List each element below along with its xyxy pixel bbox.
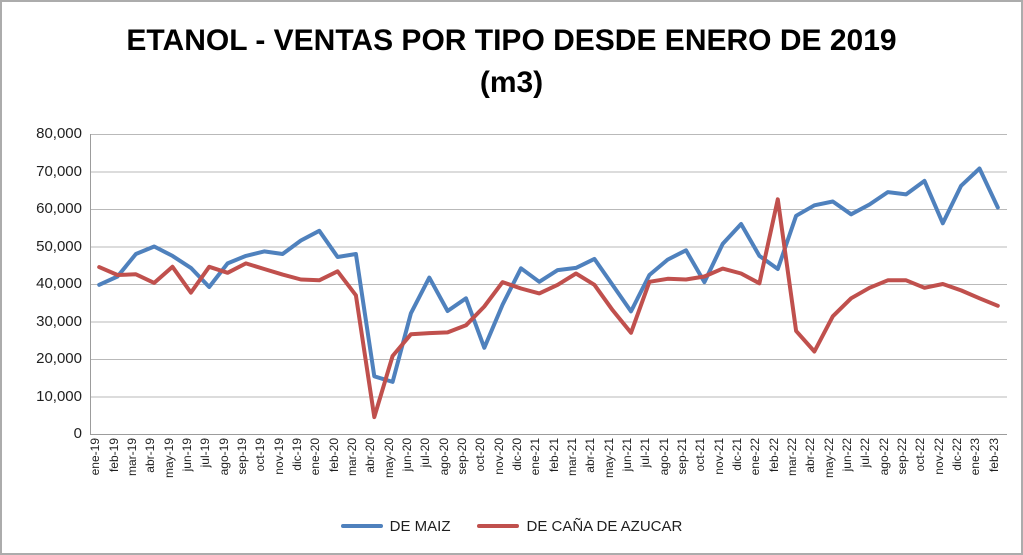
chart-title-line2: (m3) bbox=[479, 66, 544, 99]
x-tick-label: jul-22 bbox=[858, 438, 873, 468]
x-tick-label: feb-19 bbox=[106, 438, 121, 473]
x-tick-label: nov-19 bbox=[271, 438, 286, 475]
chart-title-line1: ETANOL - VENTAS POR TIPO DESDE ENERO DE … bbox=[126, 24, 897, 57]
x-tick-label: ene-23 bbox=[968, 438, 983, 476]
legend-item-cana: DE CAÑA DE AZUCAR bbox=[477, 518, 682, 535]
x-tick-label: may-22 bbox=[821, 438, 836, 479]
legend-label-cana: DE CAÑA DE AZUCAR bbox=[526, 517, 683, 535]
x-tick-label: ene-21 bbox=[528, 438, 543, 476]
x-tick-label: feb-20 bbox=[326, 438, 341, 473]
x-tick-label: abr-22 bbox=[803, 438, 818, 473]
x-tick-label: dic-21 bbox=[730, 438, 745, 471]
x-tick-label: ago-22 bbox=[876, 438, 891, 476]
x-tick-label: sep-21 bbox=[675, 438, 690, 475]
x-tick-label: mar-22 bbox=[785, 438, 800, 477]
x-tick-label: jun-21 bbox=[620, 438, 635, 472]
x-tick-label: mar-21 bbox=[565, 438, 579, 477]
x-tick-label: ago-20 bbox=[436, 438, 451, 476]
x-tick-label: mar-19 bbox=[124, 438, 139, 477]
x-tick-label: may-20 bbox=[381, 438, 396, 479]
series-line-cana bbox=[97, 197, 1000, 420]
x-tick-label: jul-19 bbox=[198, 438, 213, 468]
y-tick-label: 10,000 bbox=[36, 387, 82, 405]
x-tick-label: ene-19 bbox=[88, 438, 103, 476]
x-tick-label: may-19 bbox=[161, 438, 176, 479]
x-tick-label: sep-19 bbox=[234, 438, 249, 475]
chart-title: ETANOL - VENTAS POR TIPO DESDE ENERO DE … bbox=[2, 20, 1021, 104]
legend-line-cana-icon bbox=[477, 524, 520, 528]
x-tick-label: feb-23 bbox=[986, 438, 1001, 473]
x-tick-label: mar-20 bbox=[344, 438, 359, 477]
x-tick-label: sep-22 bbox=[895, 438, 910, 475]
x-tick-label: feb-21 bbox=[546, 438, 561, 473]
x-tick-label: may-21 bbox=[601, 438, 616, 479]
y-tick-label: 60,000 bbox=[36, 200, 82, 217]
x-tick-label: ene-20 bbox=[308, 438, 323, 476]
x-tick-label: jul-20 bbox=[418, 438, 433, 468]
x-tick-label: dic-22 bbox=[950, 438, 965, 471]
x-tick-label: ene-22 bbox=[748, 438, 763, 476]
legend-line-maiz-icon bbox=[340, 524, 383, 528]
x-tick-label: nov-20 bbox=[491, 438, 506, 475]
x-tick-label: dic-19 bbox=[289, 438, 304, 471]
x-tick-label: dic-20 bbox=[509, 438, 524, 471]
x-tick-label: feb-22 bbox=[766, 438, 781, 473]
x-tick-label: ago-21 bbox=[656, 438, 671, 476]
x-tick-label: nov-21 bbox=[711, 438, 726, 475]
x-tick-label: abr-20 bbox=[363, 438, 378, 473]
y-tick-label: 70,000 bbox=[36, 162, 82, 180]
x-tick-label: oct-21 bbox=[693, 438, 708, 472]
x-tick-label: sep-20 bbox=[454, 438, 469, 475]
legend: DE MAIZ DE CAÑA DE AZUCAR bbox=[2, 514, 1021, 538]
x-tick-label: oct-20 bbox=[473, 438, 488, 472]
plot-area bbox=[90, 134, 1007, 435]
x-tick-label: ago-19 bbox=[216, 438, 231, 476]
x-tick-label: oct-22 bbox=[913, 438, 928, 472]
y-tick-label: 40,000 bbox=[36, 275, 82, 292]
y-tick-label: 0 bbox=[73, 425, 82, 442]
legend-item-maiz: DE MAIZ bbox=[340, 517, 451, 535]
legend-label-maiz: DE MAIZ bbox=[389, 517, 451, 535]
series-line-maiz bbox=[97, 166, 1000, 384]
y-tick-label: 30,000 bbox=[36, 312, 82, 330]
x-tick-label: nov-22 bbox=[931, 438, 946, 475]
y-tick-label: 20,000 bbox=[36, 350, 82, 367]
y-tick-label: 80,000 bbox=[36, 125, 82, 142]
x-tick-label: jun-19 bbox=[179, 438, 194, 472]
x-tick-label: abr-21 bbox=[583, 438, 598, 473]
x-tick-label: jul-21 bbox=[638, 438, 653, 468]
y-tick-label: 50,000 bbox=[36, 237, 82, 255]
x-tick-label: jun-22 bbox=[840, 438, 855, 472]
x-tick-label: oct-19 bbox=[253, 438, 268, 472]
x-tick-label: jun-20 bbox=[399, 438, 414, 472]
x-tick-label: abr-19 bbox=[143, 438, 158, 473]
